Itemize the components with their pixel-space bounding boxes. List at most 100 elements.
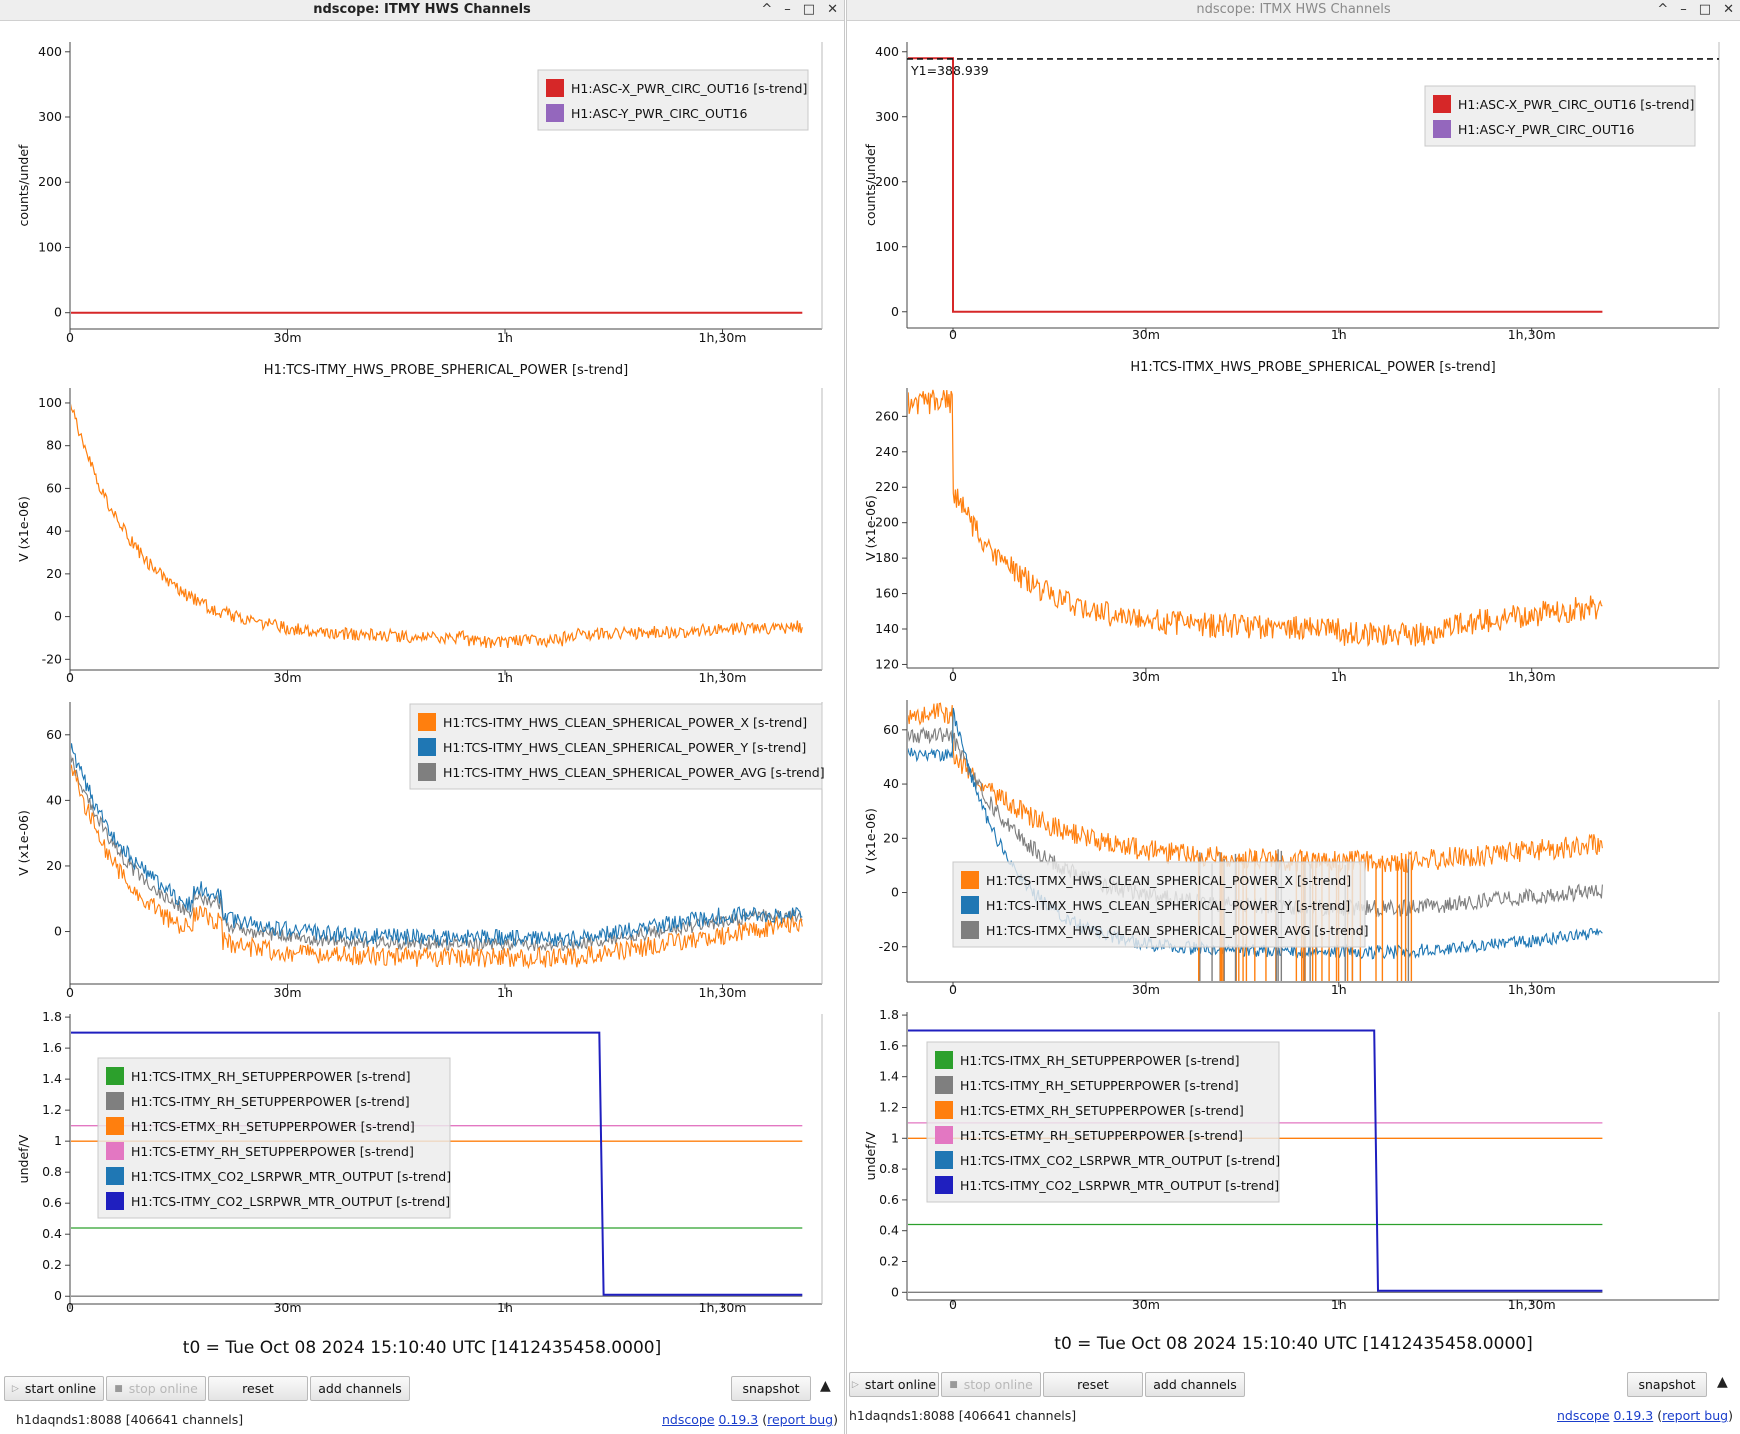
server-status: h1daqnds1:8088 [406641 channels]: [849, 1408, 1077, 1423]
y-tick-label: 220: [875, 479, 899, 494]
window-title: ndscope: ITMY HWS Channels: [313, 2, 531, 17]
x-tick-label: 30m: [1132, 669, 1160, 684]
keep-above-button[interactable]: ^: [761, 2, 773, 17]
report-bug-link[interactable]: report bug: [1662, 1408, 1729, 1423]
y-axis-label: V (x1e-06): [16, 810, 31, 876]
legend-swatch: [106, 1067, 124, 1085]
expand-up-icon[interactable]: ▲: [820, 1378, 831, 1394]
start-online-button[interactable]: ▷ start online: [849, 1372, 939, 1397]
y-tick-label: 1.4: [879, 1069, 899, 1084]
window-title: ndscope: ITMX HWS Channels: [1196, 2, 1391, 17]
trace-1: [71, 57, 803, 314]
x-tick-label: 0: [66, 985, 74, 1000]
plot-3: 60 40 20 0 -20 0 30m 1h 1h,30m V (x1e-06) H1:TCS-I…: [863, 700, 1720, 997]
ndscope-link[interactable]: ndscope: [662, 1412, 715, 1427]
y-tick-label: 0.2: [42, 1257, 62, 1272]
legend-swatch: [418, 713, 436, 731]
y-tick-label: 0: [891, 1284, 899, 1299]
x-tick-label: 1h,30m: [699, 1300, 747, 1315]
stop-online-button[interactable]: ■ stop online: [106, 1376, 206, 1401]
x-tick-label: 30m: [273, 985, 301, 1000]
reset-button[interactable]: reset: [1043, 1372, 1143, 1397]
window-titlebar[interactable]: ndscope: ITMY HWS Channels ^ – □ ✕: [0, 0, 844, 21]
report-bug-link[interactable]: report bug: [767, 1412, 834, 1427]
status-bar: h1daqnds1:8088 [406641 channels] ndscope…: [16, 1412, 838, 1427]
y-tick-label: 1.2: [42, 1102, 62, 1117]
close-button[interactable]: ✕: [1723, 2, 1734, 17]
y-axis-label: V (x1e-06): [16, 496, 31, 562]
y-tick-label: 1.8: [42, 1009, 62, 1024]
version-link[interactable]: 0.19.3: [718, 1412, 759, 1427]
x-tick-label: 0: [66, 670, 74, 685]
legend-label: H1:TCS-ETMX_RH_SETUPPERPOWER [s-trend]: [131, 1119, 415, 1134]
reset-button[interactable]: reset: [208, 1376, 308, 1401]
x-tick-label: 1h: [1331, 327, 1347, 342]
y-axis-label: undef/V: [863, 1131, 878, 1180]
y-axis-label: V (x1e-06): [863, 495, 878, 561]
legend-label: H1:TCS-ITMY_HWS_CLEAN_SPHERICAL_POWER_AV…: [443, 765, 825, 780]
plot-2: 260 240 220 200 180 160 140 120 0 30m 1h 1h,30m V (x…: [863, 360, 1720, 684]
add-channels-button[interactable]: add channels: [310, 1376, 410, 1401]
y-tick-label: 180: [875, 550, 899, 565]
legend-swatch: [1433, 95, 1451, 113]
y-tick-label: 1: [891, 1130, 899, 1145]
legend-box: [537, 69, 809, 131]
legend-swatch: [106, 1117, 124, 1135]
stop-online-button[interactable]: ■ stop online: [941, 1372, 1041, 1397]
legend-label: H1:ASC-Y_PWR_CIRC_OUT16: [1458, 122, 1635, 137]
legend-swatch: [935, 1176, 953, 1194]
y-tick-label: 300: [38, 109, 62, 124]
legend-swatch: [935, 1151, 953, 1169]
legend-swatch: [935, 1126, 953, 1144]
y-tick-label: 40: [883, 776, 899, 791]
maximize-button[interactable]: □: [1698, 2, 1712, 17]
y-tick-label: 0.2: [879, 1253, 899, 1268]
y-tick-label: 0: [54, 1288, 62, 1303]
x-tick-label: 1h,30m: [699, 670, 747, 685]
legend: H1:TCS-ITMX_RH_SETUPPERPOWER [s-trend] H1…: [926, 1041, 1280, 1203]
legend-swatch: [935, 1076, 953, 1094]
status-bar: h1daqnds1:8088 [406641 channels] ndscope…: [849, 1408, 1733, 1423]
legend: H1:ASC-X_PWR_CIRC_OUT16 [s-trend] H1:ASC-…: [537, 69, 809, 131]
t0-label: t0 = Tue Oct 08 2024 15:10:40 UTC [14124…: [1054, 1334, 1533, 1354]
legend-label: H1:TCS-ITMX_HWS_CLEAN_SPHERICAL_POWER_X …: [986, 873, 1351, 888]
snapshot-button[interactable]: snapshot: [731, 1376, 811, 1401]
legend-label: H1:ASC-Y_PWR_CIRC_OUT16: [571, 106, 748, 121]
y-tick-label: 0: [54, 924, 62, 939]
y-tick-label: 200: [38, 174, 62, 189]
minimize-button[interactable]: –: [784, 2, 791, 17]
legend-swatch: [961, 896, 979, 914]
ndscope-link[interactable]: ndscope: [1557, 1408, 1610, 1423]
start-online-button[interactable]: ▷ start online: [4, 1376, 104, 1401]
add-channels-button[interactable]: add channels: [1145, 1372, 1245, 1397]
y-tick-label: 100: [875, 239, 899, 254]
legend-label: H1:TCS-ETMX_RH_SETUPPERPOWER [s-trend]: [960, 1103, 1244, 1118]
play-icon: ▷: [851, 1379, 859, 1390]
legend-label: H1:TCS-ETMY_RH_SETUPPERPOWER [s-trend]: [960, 1128, 1243, 1143]
traces: [71, 743, 803, 970]
y-tick-label: 240: [875, 444, 899, 459]
keep-above-button[interactable]: ^: [1657, 2, 1669, 17]
version-link[interactable]: 0.19.3: [1613, 1408, 1654, 1423]
expand-up-icon[interactable]: ▲: [1717, 1374, 1728, 1390]
legend-swatch: [546, 79, 564, 97]
close-button[interactable]: ✕: [827, 2, 838, 17]
minimize-button[interactable]: –: [1680, 2, 1687, 17]
x-tick-label: 1h,30m: [1508, 982, 1556, 997]
legend-label: H1:TCS-ITMY_CO2_LSRPWR_MTR_OUTPUT [s-tre…: [960, 1178, 1279, 1193]
maximize-button[interactable]: □: [802, 2, 816, 17]
legend-swatch: [106, 1167, 124, 1185]
y1-cursor-label: Y1=388.939: [910, 63, 989, 78]
window-titlebar[interactable]: ndscope: ITMX HWS Channels ^ – □ ✕: [847, 0, 1740, 21]
y-tick-label: 1.4: [42, 1071, 62, 1086]
snapshot-button[interactable]: snapshot: [1627, 1372, 1707, 1397]
legend-swatch: [935, 1051, 953, 1069]
y-tick-label: 1.6: [42, 1040, 62, 1055]
x-tick-label: 30m: [273, 330, 301, 345]
legend-label: H1:TCS-ITMY_HWS_CLEAN_SPHERICAL_POWER_Y …: [443, 740, 806, 755]
plot-4: 1.8 1.6 1.4 1.2 1 0.8 0.6 0.4 0.2 0 0 30m 1h 1h,30m un…: [863, 1007, 1720, 1312]
plot-1: 400 300 200 100 00 30m 1h 1h,30m counts/undef H1:…: [16, 42, 823, 345]
legend-label: H1:TCS-ITMX_RH_SETUPPERPOWER [s-trend]: [960, 1053, 1240, 1068]
